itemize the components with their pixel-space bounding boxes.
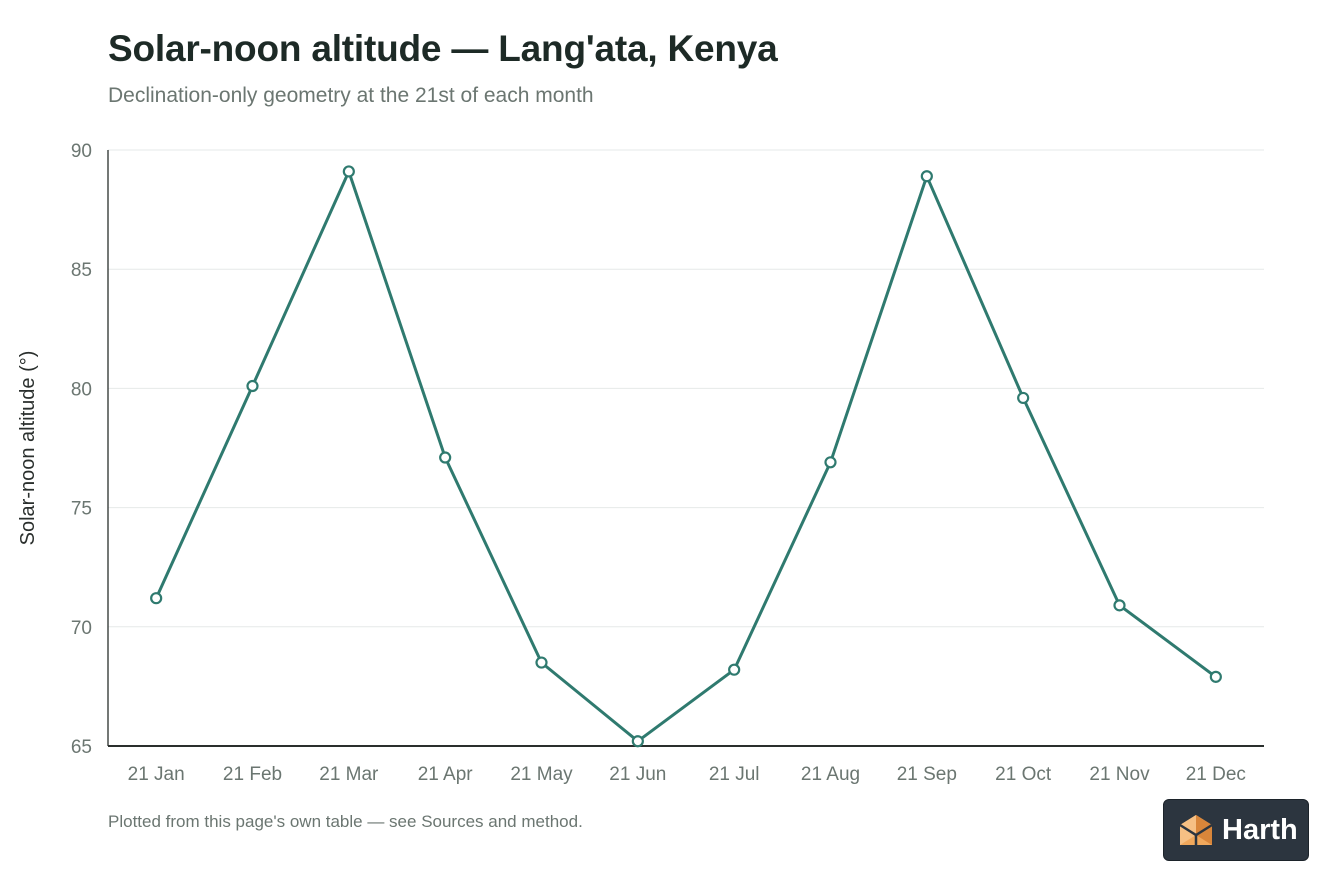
data-point bbox=[439, 451, 452, 464]
y-tick-label: 70 bbox=[71, 618, 92, 639]
harth-badge[interactable]: Harth bbox=[1163, 799, 1309, 861]
x-tick-label: 21 May bbox=[510, 764, 573, 785]
data-point bbox=[1017, 391, 1030, 405]
gridlines bbox=[108, 149, 1264, 628]
data-point bbox=[246, 379, 259, 393]
axes bbox=[107, 150, 1264, 747]
x-tick-label: 21 Feb bbox=[223, 764, 282, 785]
x-tick-label: 21 Dec bbox=[1186, 764, 1246, 785]
x-tick-label: 21 Jul bbox=[709, 764, 760, 785]
badge-label: Harth bbox=[1222, 814, 1298, 846]
x-tick-label: 21 Mar bbox=[319, 764, 379, 785]
x-tick-label: 21 Nov bbox=[1089, 764, 1150, 785]
x-tick-label: 21 Sep bbox=[897, 764, 957, 785]
x-tick-label: 21 Aug bbox=[801, 764, 860, 785]
x-tick-label: 21 Jun bbox=[609, 764, 666, 785]
x-tick-labels: 21 Jan 21 Feb 21 Mar 21 Apr 21 May 21 Jun 21 J… bbox=[128, 764, 1246, 785]
data-point bbox=[920, 170, 933, 183]
x-tick-label: 21 Oct bbox=[995, 764, 1052, 785]
series-line bbox=[154, 170, 1218, 743]
data-point bbox=[728, 663, 741, 676]
data-point bbox=[150, 592, 163, 605]
data-point bbox=[1113, 599, 1126, 612]
data-point bbox=[535, 656, 548, 669]
data-point bbox=[631, 735, 644, 748]
source-footnote: Plotted from this page's own table — see… bbox=[108, 812, 583, 831]
data-point bbox=[342, 165, 355, 178]
data-point bbox=[1209, 670, 1222, 683]
x-tick-label: 21 Apr bbox=[418, 764, 474, 785]
y-tick-labels: 90 85 80 75 70 65 bbox=[71, 141, 92, 758]
data-point bbox=[824, 456, 837, 469]
chart-subtitle: Declination-only geometry at the 21st of… bbox=[108, 84, 594, 107]
series-line-group bbox=[154, 170, 1218, 743]
data-point-markers bbox=[150, 165, 1222, 748]
house-logo-icon bbox=[1179, 815, 1213, 845]
chart-title: Solar-noon altitude — Lang'ata, Kenya bbox=[108, 28, 778, 69]
y-tick-label: 75 bbox=[71, 499, 92, 520]
y-tick-label: 85 bbox=[71, 260, 92, 281]
y-tick-label: 80 bbox=[71, 379, 92, 400]
x-tick-label: 21 Jan bbox=[128, 764, 185, 785]
y-tick-label: 65 bbox=[71, 737, 92, 758]
y-axis-label: Solar-noon altitude (°) bbox=[17, 351, 39, 546]
y-tick-label: 90 bbox=[71, 141, 92, 162]
